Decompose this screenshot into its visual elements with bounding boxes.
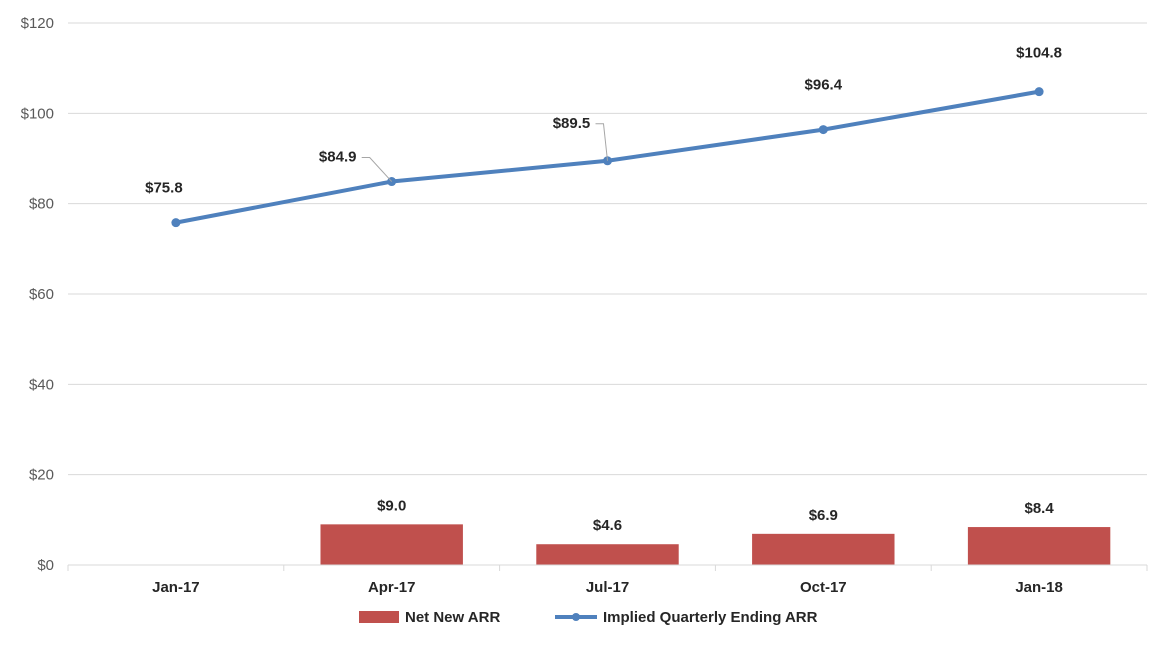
- legend-label: Net New ARR: [405, 609, 500, 626]
- line-point: [1034, 87, 1044, 97]
- legend-label: Implied Quarterly Ending ARR: [603, 609, 818, 626]
- line-data-label: $96.4: [805, 77, 843, 94]
- x-tick-label: Apr-17: [368, 579, 416, 596]
- data-labels: $9.0 $4.6 $6.9 $8.4 $75.8 $84.9 $89.5 $96.4 $104…: [145, 45, 1062, 535]
- bar-data-label: $4.6: [593, 517, 622, 534]
- x-tick-label: Oct-17: [800, 579, 847, 596]
- y-tick-label: $40: [29, 376, 54, 393]
- x-tick-label: Jan-17: [152, 579, 200, 596]
- axes: $0 $20 $40 $60 $80 $100 $120 Jan-17 Apr-17 Jul-17…: [21, 15, 1148, 596]
- bar: [967, 527, 1111, 565]
- y-tick-label: $0: [37, 557, 54, 574]
- legend-swatch-marker: [572, 613, 580, 621]
- y-tick-label: $20: [29, 467, 54, 484]
- bar-data-label: $9.0: [377, 497, 406, 514]
- x-tick-label: Jul-17: [586, 579, 629, 596]
- bar-data-label: $6.9: [809, 507, 838, 524]
- gridlines: [68, 22, 1147, 476]
- legend-swatch-bar: [359, 611, 399, 623]
- y-tick-label: $60: [29, 286, 54, 303]
- y-tick-label: $80: [29, 196, 54, 213]
- bar-series: [320, 524, 1111, 565]
- line-point: [818, 125, 828, 135]
- bar-data-label: $8.4: [1024, 500, 1054, 517]
- legend: Net New ARR Implied Quarterly Ending ARR: [359, 609, 818, 626]
- y-tick-label: $120: [21, 15, 54, 32]
- y-tick-label: $100: [21, 105, 54, 122]
- line-point: [171, 218, 181, 228]
- bar: [536, 544, 679, 565]
- line-data-label: $89.5: [553, 115, 591, 132]
- line-data-label: $75.8: [145, 180, 183, 197]
- bar: [320, 524, 463, 565]
- bar: [752, 533, 895, 565]
- line-data-label: $84.9: [319, 149, 357, 166]
- leader-line: [595, 123, 608, 161]
- line-data-label: $104.8: [1016, 45, 1062, 62]
- leader-line: [361, 157, 393, 182]
- x-tick-label: Jan-18: [1015, 579, 1063, 596]
